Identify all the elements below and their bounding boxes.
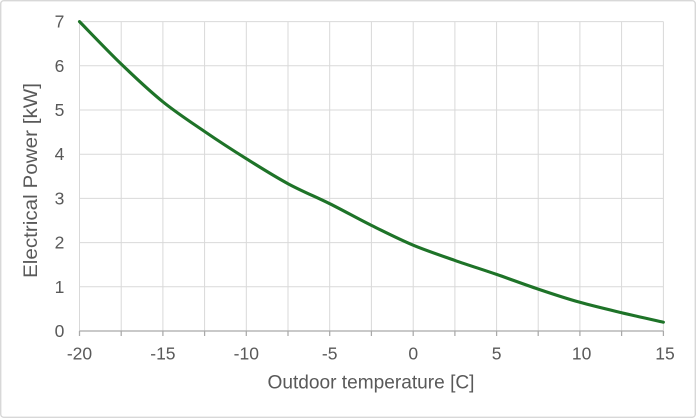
svg-text:-15: -15 xyxy=(150,344,175,364)
svg-text:10: 10 xyxy=(572,344,592,364)
svg-text:2: 2 xyxy=(55,233,65,253)
svg-text:4: 4 xyxy=(55,144,65,164)
svg-text:7: 7 xyxy=(55,12,65,32)
svg-text:6: 6 xyxy=(55,56,65,76)
svg-text:5: 5 xyxy=(55,100,65,120)
svg-text:0: 0 xyxy=(408,344,418,364)
svg-text:-20: -20 xyxy=(67,344,93,364)
svg-text:Outdoor temperature [C]: Outdoor temperature [C] xyxy=(268,371,475,393)
svg-text:3: 3 xyxy=(55,188,65,208)
svg-text:1: 1 xyxy=(55,277,65,297)
svg-text:5: 5 xyxy=(492,344,502,364)
svg-text:0: 0 xyxy=(55,321,65,341)
svg-text:-10: -10 xyxy=(234,344,260,364)
svg-text:-5: -5 xyxy=(322,344,338,364)
svg-text:15: 15 xyxy=(655,344,674,364)
svg-text:Electrical Power [kW]: Electrical Power [kW] xyxy=(20,83,42,278)
